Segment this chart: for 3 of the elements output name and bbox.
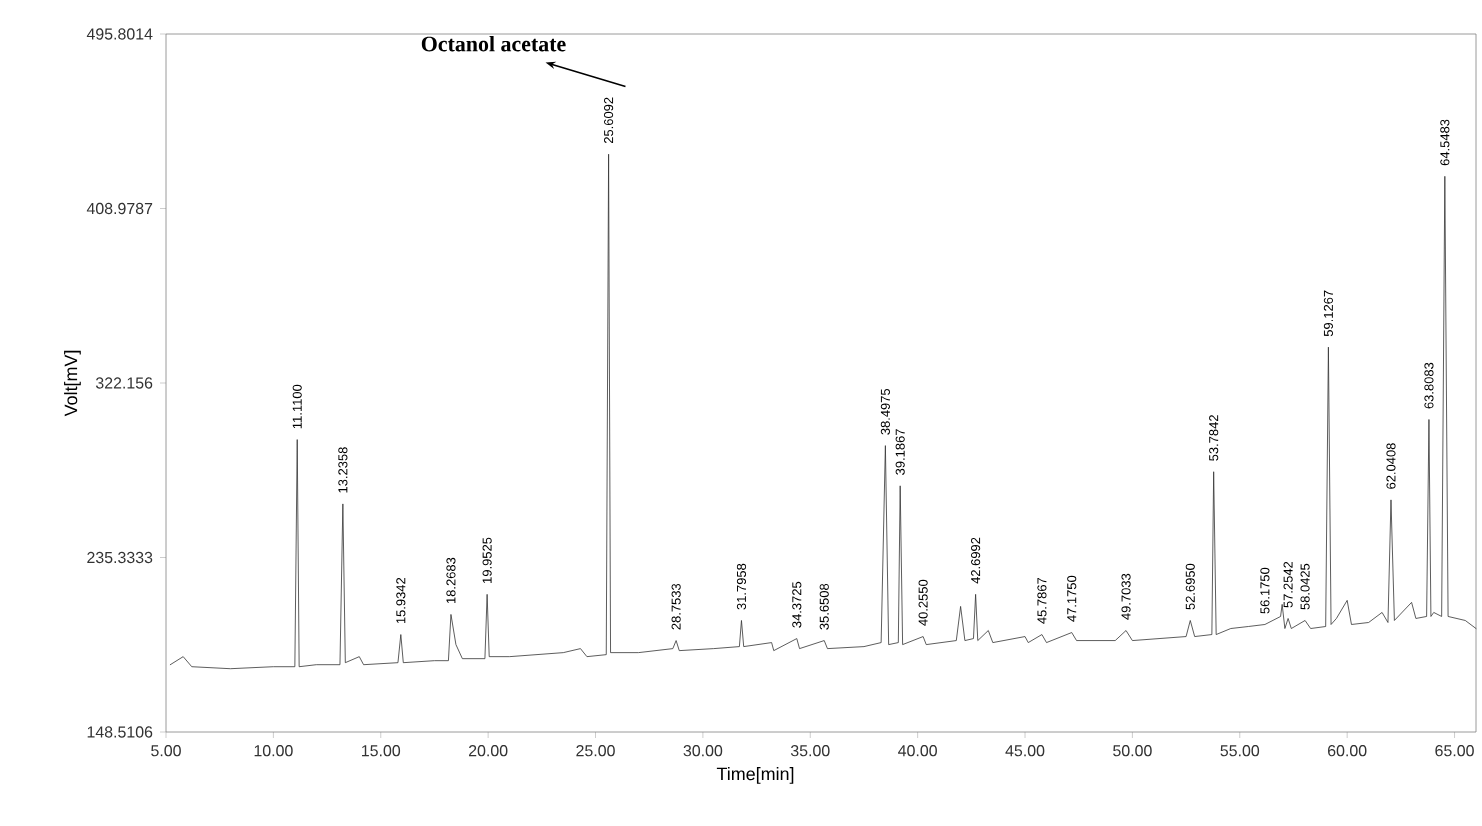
- y-axis-title: Volt[mV]: [64, 350, 81, 417]
- x-axis-title: Time[min]: [716, 767, 794, 784]
- annotation: Octanol acetate: [421, 35, 566, 52]
